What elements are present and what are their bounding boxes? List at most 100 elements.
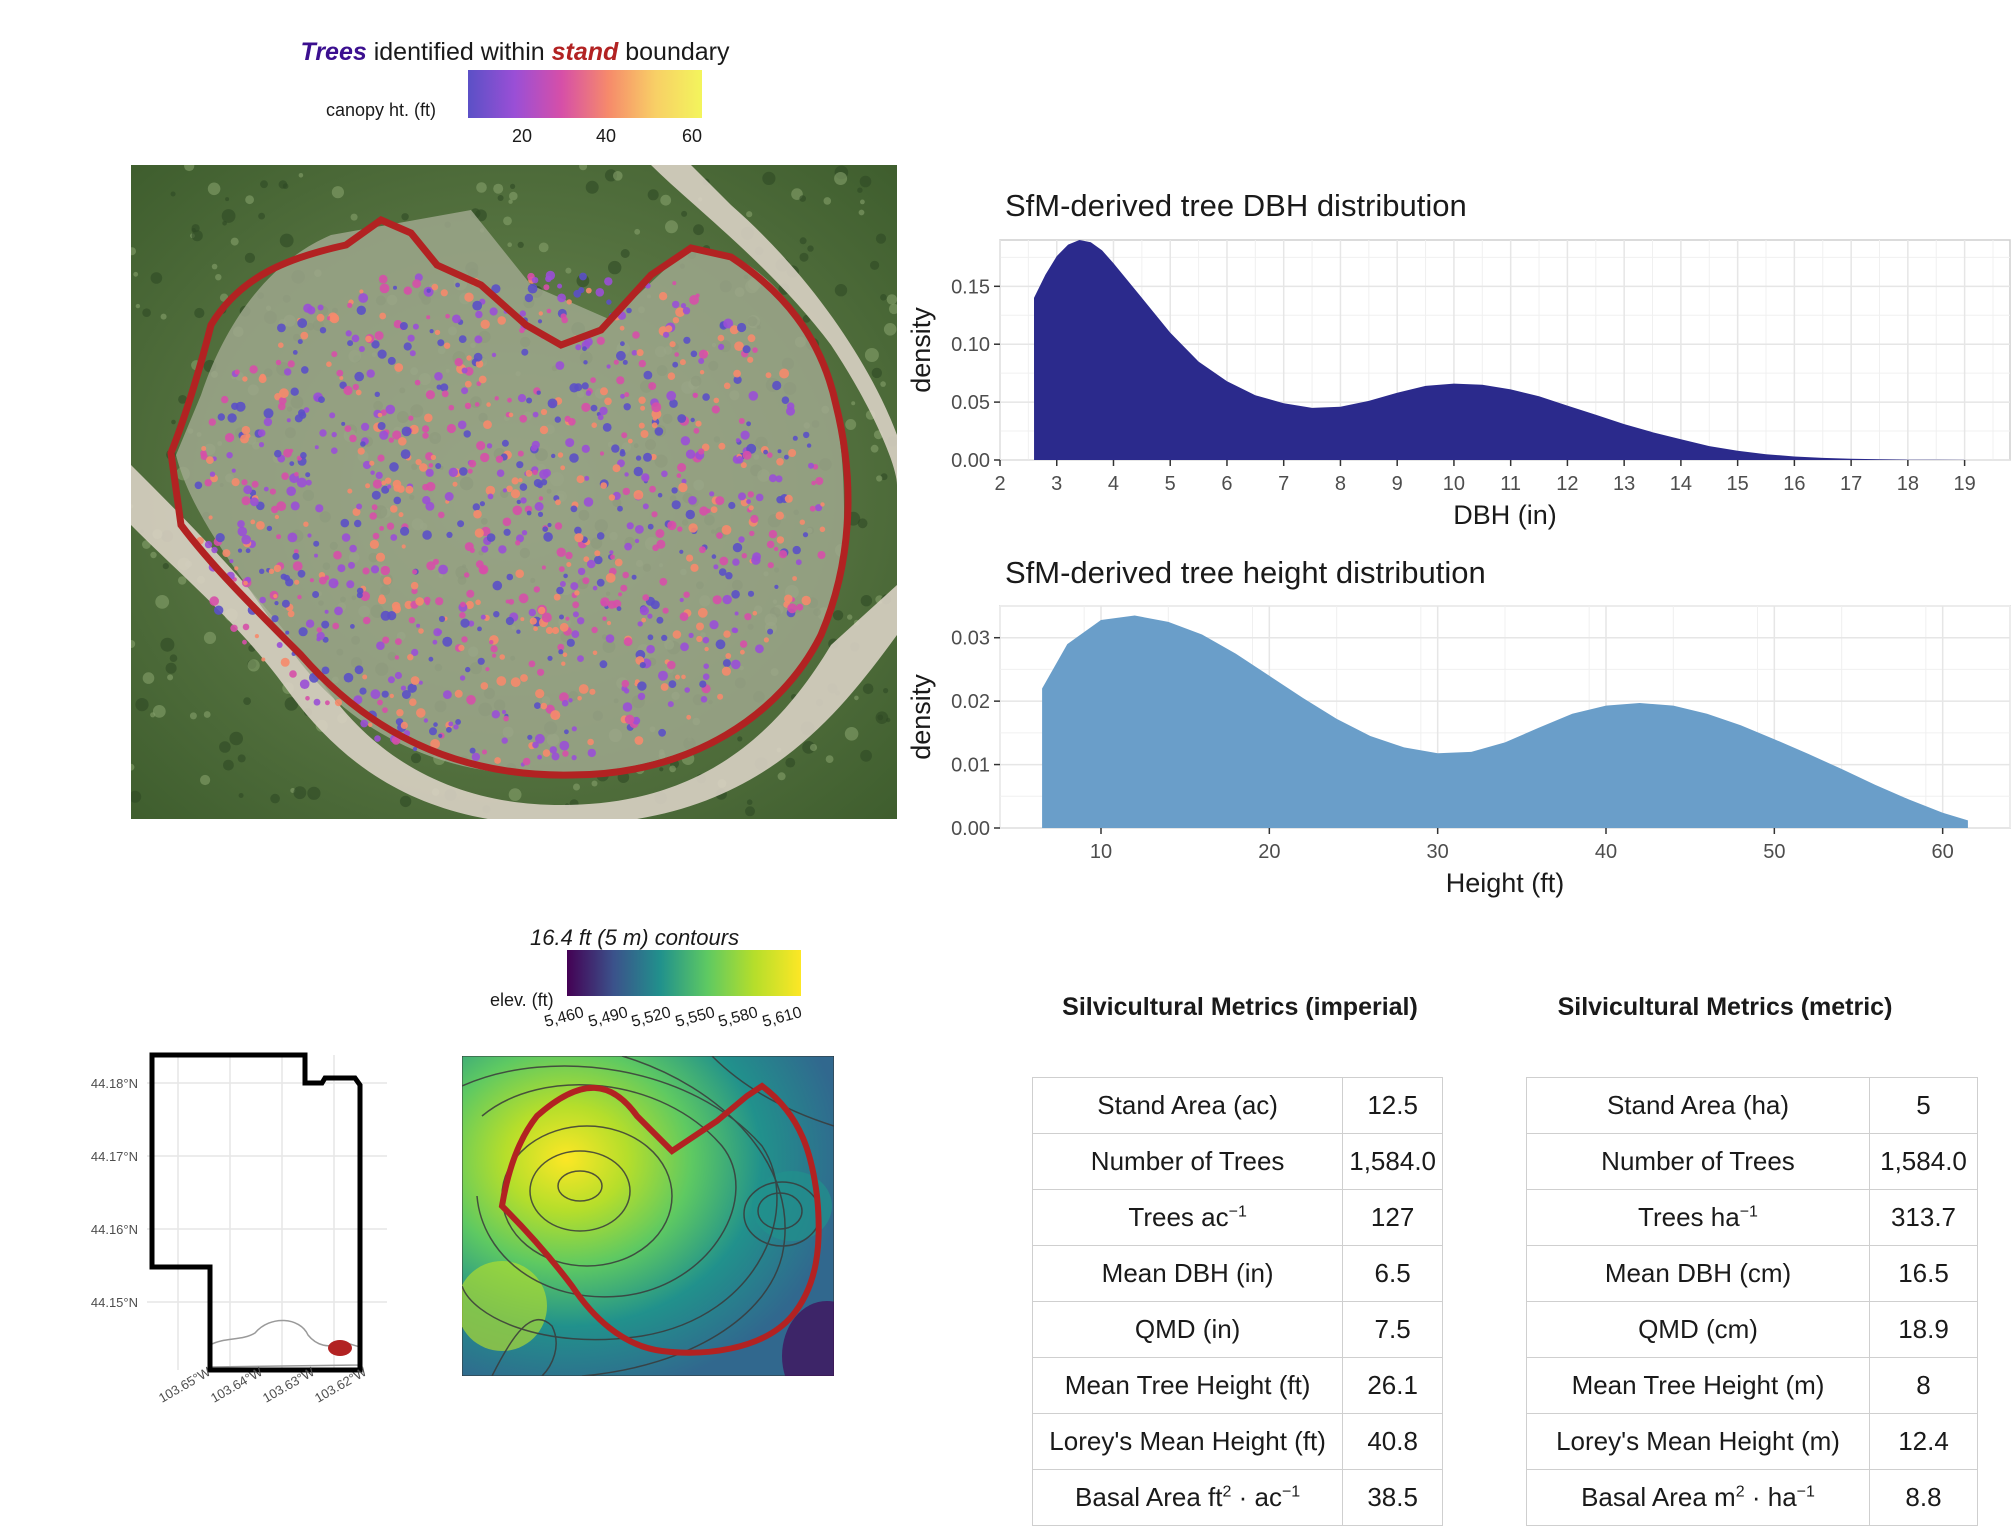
- tree-point: [242, 639, 247, 645]
- tree-point: [748, 391, 759, 401]
- tree-point: [596, 532, 605, 540]
- tree-point: [538, 496, 544, 501]
- tree-point: [251, 480, 259, 488]
- forest-texture-blob: [162, 563, 169, 570]
- forest-texture-blob: [503, 216, 512, 226]
- forest-texture-blob: [142, 308, 151, 317]
- tree-point: [424, 413, 433, 423]
- tree-point: [381, 480, 387, 486]
- metric-label-text: Number of Trees: [1090, 1146, 1285, 1176]
- tree-point: [527, 734, 533, 740]
- tree-point: [467, 468, 473, 474]
- tree-point: [242, 623, 250, 631]
- tree-point: [583, 556, 590, 563]
- tree-point: [435, 597, 444, 606]
- forest-texture-blob: [476, 182, 487, 193]
- map-title-middle: identified within: [366, 38, 552, 66]
- y-tick-label: 0.02: [951, 691, 990, 713]
- tree-point: [723, 382, 731, 390]
- tree-point: [632, 331, 640, 339]
- forest-texture-blob: [859, 175, 872, 188]
- tree-point: [276, 534, 282, 540]
- tree-point: [624, 472, 629, 477]
- tree-point: [721, 525, 732, 535]
- tree-point: [393, 496, 402, 505]
- map-title-stand: stand: [551, 38, 619, 66]
- forest-texture-blob: [508, 788, 522, 801]
- tree-point: [540, 702, 548, 710]
- tree-point: [626, 522, 634, 530]
- tree-point: [549, 746, 557, 754]
- tree-point: [377, 349, 387, 359]
- metric-row: Basal Area ft2 · ac−1 38.5: [1031, 1469, 1443, 1526]
- metric-value: 5: [1869, 1077, 1978, 1134]
- tree-point: [480, 319, 490, 329]
- tree-point: [477, 626, 482, 632]
- tree-point: [636, 349, 644, 357]
- tree-point: [584, 475, 590, 481]
- tree-point: [459, 467, 468, 476]
- tree-point: [542, 526, 548, 532]
- tree-point: [517, 450, 524, 457]
- x-tick-label: 20: [1258, 841, 1280, 863]
- x-tick-label: 8: [1335, 473, 1346, 495]
- tree-point: [329, 313, 340, 324]
- tree-point: [715, 639, 726, 650]
- tree-point: [669, 399, 678, 408]
- tree-point: [505, 599, 510, 604]
- tree-point: [672, 300, 680, 309]
- tree-point: [418, 628, 424, 634]
- forest-texture-blob: [167, 674, 174, 681]
- tree-point: [643, 370, 653, 380]
- dbh-chart: 2 3 4 5 6 7 8 9 10 11 12 13 14 15 16 17 18 19 0.00 0.05 0.10…: [906, 239, 2011, 530]
- tree-point: [711, 554, 717, 559]
- forest-texture-blob: [847, 614, 853, 620]
- tree-point: [400, 721, 408, 730]
- tree-point: [370, 689, 381, 700]
- tree-point: [458, 644, 465, 651]
- tree-point: [442, 636, 453, 647]
- tree-point: [533, 626, 538, 632]
- metric-row: Basal Area m2 · ha−1 8.8: [1526, 1469, 1978, 1526]
- tree-point: [242, 376, 248, 382]
- forest-texture-blob: [282, 183, 289, 189]
- tree-point: [639, 662, 646, 669]
- y-tick-label: 0.05: [951, 392, 990, 414]
- tree-point: [266, 525, 273, 532]
- tree-point: [672, 317, 680, 324]
- tree-point: [699, 506, 709, 516]
- tree-point: [749, 530, 755, 537]
- tree-point: [609, 550, 614, 555]
- tree-point: [658, 292, 668, 301]
- forest-texture-blob: [178, 576, 187, 585]
- tree-point: [415, 597, 424, 606]
- tree-point: [459, 612, 466, 619]
- tree-point: [525, 469, 533, 477]
- tree-point: [646, 644, 655, 654]
- tree-point: [551, 752, 560, 761]
- tree-point: [394, 363, 404, 372]
- tree-point: [473, 352, 483, 362]
- metric-label-text: QMD (in): [1134, 1314, 1241, 1344]
- tree-point: [497, 316, 507, 325]
- tree-point: [680, 642, 689, 652]
- tree-point: [369, 539, 379, 549]
- tree-point: [458, 335, 467, 343]
- tree-point: [438, 733, 443, 738]
- tree-point: [558, 649, 564, 655]
- tree-point: [713, 397, 720, 404]
- tree-point: [274, 449, 282, 458]
- tree-point: [702, 636, 710, 644]
- tree-point: [307, 306, 316, 315]
- forest-texture-blob: [875, 233, 887, 244]
- tree-point: [319, 327, 327, 334]
- tree-point: [316, 627, 322, 633]
- tree-point: [404, 600, 413, 610]
- tree-point: [641, 617, 647, 623]
- tree-point: [746, 421, 751, 427]
- tree-point: [545, 626, 553, 635]
- tree-point: [717, 693, 724, 700]
- forest-texture-blob: [230, 237, 239, 246]
- map-title-trees: Trees: [300, 38, 367, 66]
- metric-label: QMD (in): [1031, 1301, 1344, 1358]
